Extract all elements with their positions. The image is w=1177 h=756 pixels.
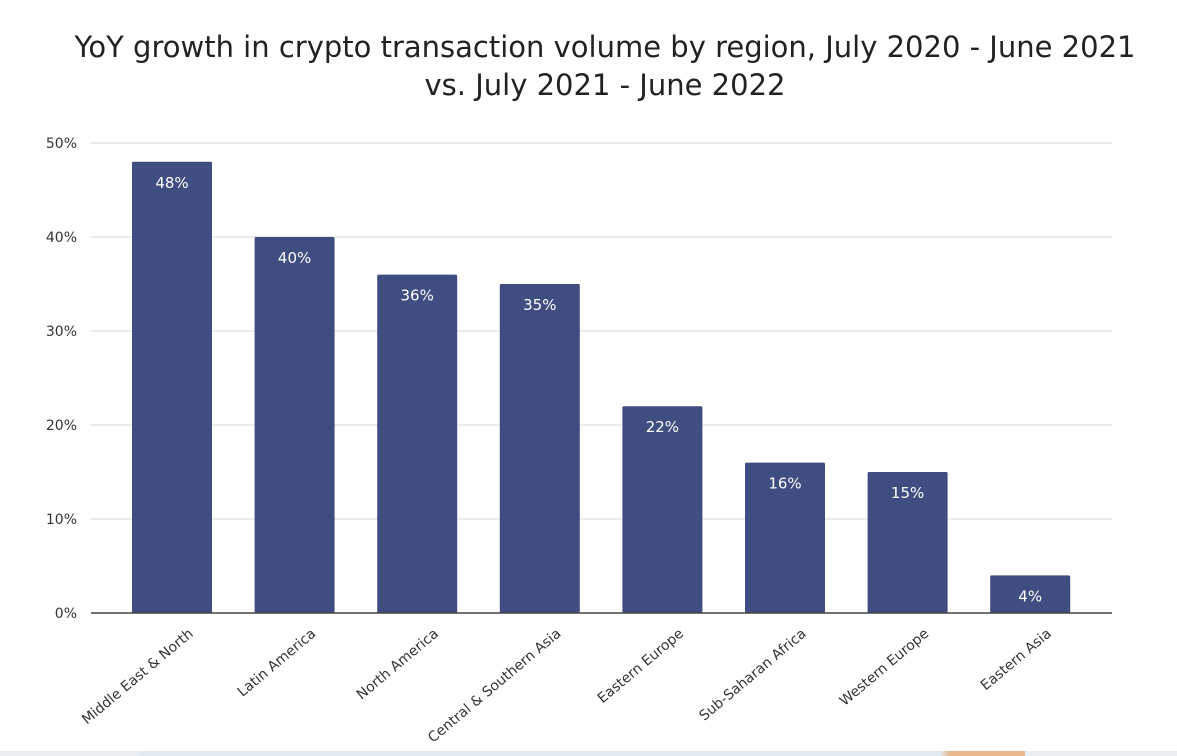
data-labels: 48% 40% 36% 35% 22% 16% 15% 4%	[155, 174, 1042, 606]
y-tick-label: 0%	[55, 606, 77, 622]
y-tick-label: 50%	[46, 136, 77, 152]
x-tick-label: Latin America	[235, 626, 319, 701]
y-tick-label: 20%	[46, 418, 77, 434]
data-label: 35%	[523, 296, 556, 314]
bar	[499, 284, 580, 613]
bar	[622, 406, 703, 613]
bar	[990, 575, 1071, 613]
x-tick-label: Middle East & North	[79, 626, 196, 728]
x-tick-label: Western Europe	[837, 626, 932, 710]
data-label: 40%	[278, 249, 311, 267]
data-label: 16%	[768, 475, 801, 493]
chart-title-line-1: YoY growth in crypto transaction volume …	[74, 30, 1136, 64]
data-label: 15%	[891, 484, 924, 502]
x-tick-label: Central & Southern Asia	[425, 626, 564, 746]
y-axis-ticks: 0% 10% 20% 30% 40% 50%	[46, 136, 77, 622]
y-tick-label: 30%	[46, 324, 77, 340]
bar	[867, 472, 948, 613]
y-tick-label: 40%	[46, 230, 77, 246]
x-tick-label: North America	[354, 626, 442, 703]
chart-title: YoY growth in crypto transaction volume …	[0, 28, 1177, 104]
x-tick-label: Sub-Saharan Africa	[696, 626, 809, 725]
bar	[254, 237, 335, 613]
data-label: 36%	[401, 287, 434, 305]
bottom-strip	[0, 751, 1177, 756]
x-axis-ticks: Middle East & North Latin America North Am…	[79, 626, 1055, 746]
data-label: 48%	[155, 174, 188, 192]
bars	[132, 161, 1071, 614]
bar	[132, 161, 212, 614]
data-label: 22%	[646, 418, 679, 436]
gridlines	[91, 142, 1112, 520]
bar	[745, 462, 825, 613]
bar	[377, 274, 458, 613]
y-tick-label: 10%	[46, 512, 77, 528]
chart-subtitle: vs. July 2021 - June 2022	[424, 68, 786, 102]
data-label: 4%	[1018, 587, 1042, 605]
x-tick-label: Eastern Asia	[978, 626, 1055, 694]
x-tick-label: Eastern Europe	[595, 626, 687, 707]
